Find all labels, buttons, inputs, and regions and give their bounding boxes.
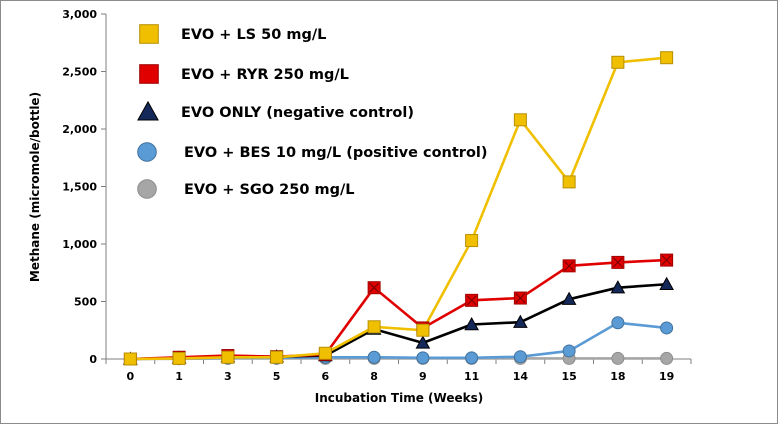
data-point-s0 <box>172 351 186 365</box>
legend-marker <box>137 179 157 199</box>
data-point-s4 <box>611 351 625 365</box>
y-tick-label: 1,000 <box>62 238 97 251</box>
x-tick-label: 0 <box>127 370 135 383</box>
data-point-s2 <box>415 335 431 349</box>
legend-label: EVO + LS 50 mg/L <box>181 27 326 43</box>
data-point-s4 <box>660 351 674 365</box>
x-tick-label: 1 <box>175 370 183 383</box>
data-point-s1-cross <box>466 295 477 306</box>
data-point-s0 <box>367 320 381 334</box>
series-line-0 <box>130 56 667 361</box>
series-markers <box>123 51 674 366</box>
data-point-s0 <box>611 55 625 69</box>
data-point-s0 <box>465 234 479 248</box>
data-point-s3 <box>367 350 381 364</box>
legend-label: EVO ONLY (negative control) <box>181 105 414 121</box>
y-tick-label: 500 <box>74 296 97 309</box>
legend: EVO + LS 50 mg/L EVO + RYR 250 mg/L EVO ON… <box>137 24 488 199</box>
data-point-s1-cross <box>564 260 575 271</box>
data-point-s1-cross <box>369 282 380 293</box>
x-tick-label: 5 <box>273 370 281 383</box>
legend-label: EVO + BES 10 mg/L (positive control) <box>184 145 488 161</box>
legend-marker <box>139 64 159 84</box>
y-tick-label: 3,000 <box>62 8 97 21</box>
x-tick-label: 9 <box>419 370 427 383</box>
data-point-s2 <box>464 316 479 331</box>
x-tick-label: 3 <box>224 370 232 383</box>
legend-label: EVO + SGO 250 mg/L <box>184 182 355 198</box>
x-tick-label: 8 <box>370 370 378 383</box>
y-tick-label: 0 <box>89 353 97 366</box>
legend-label: EVO + RYR 250 mg/L <box>181 67 349 83</box>
data-point-s1-cross <box>661 255 672 265</box>
data-point-s0 <box>660 51 674 65</box>
legend-marker <box>137 142 157 162</box>
series-line-2 <box>130 282 667 361</box>
legend-marker <box>139 24 159 44</box>
axes: 0 500 1,000 1,500 2,000 2,500 3,000 0 1 3 5 6 8 9 11 14… <box>62 8 692 383</box>
data-point-s0 <box>270 350 284 364</box>
data-point-s0 <box>513 113 527 127</box>
data-point-s3 <box>416 351 430 365</box>
data-point-s3 <box>562 344 576 358</box>
data-point-s2 <box>659 276 674 290</box>
data-point-s0 <box>221 350 235 364</box>
data-point-s0 <box>562 175 576 189</box>
data-point-s1-cross <box>612 257 623 268</box>
y-tick-label: 2,500 <box>62 66 97 79</box>
x-tick-label: 18 <box>610 370 625 383</box>
data-point-s2 <box>561 291 577 305</box>
x-tick-label: 14 <box>513 370 529 383</box>
data-point-s0 <box>416 323 430 337</box>
data-point-s3 <box>513 350 527 364</box>
x-tick-label: 6 <box>322 370 330 383</box>
y-axis-title: Methane (micromole/bottle) <box>28 92 42 282</box>
data-point-s1-cross <box>515 293 526 303</box>
series-line-1 <box>130 258 667 361</box>
data-point-s2 <box>610 280 626 294</box>
data-point-s3 <box>465 351 479 365</box>
legend-marker <box>137 100 159 121</box>
data-point-s3 <box>611 316 625 330</box>
y-tick-label: 1,500 <box>62 181 97 194</box>
data-point-s2 <box>513 314 528 328</box>
x-tick-label: 11 <box>464 370 479 383</box>
data-point-s0 <box>123 352 137 366</box>
data-point-s0 <box>318 346 332 360</box>
data-point-s3 <box>660 321 674 335</box>
x-tick-label: 15 <box>561 370 576 383</box>
series-lines <box>130 56 667 361</box>
x-axis-title: Incubation Time (Weeks) <box>315 391 483 405</box>
y-tick-label: 2,000 <box>62 123 97 136</box>
x-tick-label: 19 <box>659 370 674 383</box>
